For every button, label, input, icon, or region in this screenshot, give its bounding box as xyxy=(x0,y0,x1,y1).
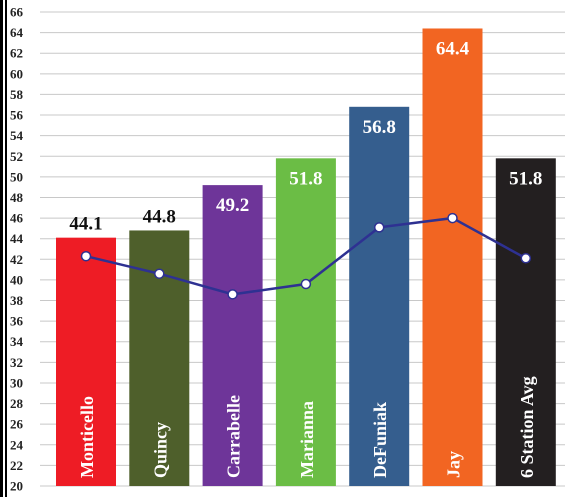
bar-value-label: 51.8 xyxy=(509,168,542,189)
y-tick-label: 60 xyxy=(10,66,23,81)
y-tick-label: 26 xyxy=(10,417,24,432)
y-tick-label: 54 xyxy=(10,128,24,143)
y-tick-label: 42 xyxy=(10,252,23,267)
y-tick-label: 50 xyxy=(10,169,23,184)
y-tick-label: 32 xyxy=(10,355,23,370)
y-tick-label: 34 xyxy=(10,334,24,349)
y-tick-label: 38 xyxy=(10,293,24,308)
category-label: Carrabelle xyxy=(224,395,244,478)
bar-6-station-avg xyxy=(495,158,556,487)
y-tick-label: 22 xyxy=(10,458,23,473)
y-tick-label: 66 xyxy=(10,5,24,20)
plot-frame-left xyxy=(0,0,3,497)
y-tick-label: 58 xyxy=(10,87,24,102)
y-tick-label: 48 xyxy=(10,190,24,205)
bar-marianna xyxy=(275,158,336,487)
y-tick-label: 62 xyxy=(10,46,23,61)
category-label: Jay xyxy=(444,451,464,478)
bar-value-label: 56.8 xyxy=(363,117,396,138)
bar-value-label: 64.4 xyxy=(436,38,470,59)
bar-defuniak xyxy=(349,106,410,487)
line-point xyxy=(300,278,312,290)
category-label: Quincy xyxy=(150,422,170,478)
bar-value-label: 49.2 xyxy=(216,195,249,216)
line-point xyxy=(447,212,458,224)
bar-value-label: 44.1 xyxy=(69,214,102,235)
y-tick-label: 52 xyxy=(10,149,23,164)
category-label: Monticello xyxy=(77,396,97,478)
bar-carrabelle xyxy=(202,185,263,486)
bar-monticello xyxy=(56,237,116,486)
y-tick-label: 46 xyxy=(10,211,24,226)
labels: 44.1 Monticello 44.8 Quincy 49.2 Carrabelle 51… xyxy=(69,38,542,478)
bars xyxy=(56,28,556,487)
bar-value-label: 51.8 xyxy=(289,168,322,189)
y-tick-label: 44 xyxy=(10,231,24,246)
y-tick-label: 20 xyxy=(10,479,23,494)
y-tick-label: 28 xyxy=(10,396,24,411)
bar-jay xyxy=(422,28,483,486)
plot-frame-left-inner xyxy=(5,0,7,497)
y-tick-label: 56 xyxy=(10,108,24,123)
y-tick-label: 40 xyxy=(10,272,23,287)
category-label: Marianna xyxy=(297,401,317,478)
bar-value-label: 44.8 xyxy=(143,206,176,227)
category-label: 6 Station Avg xyxy=(517,376,537,478)
y-axis-ticks: 20 22 24 26 28 30 32 34 36 38 40 42 44 46 48 50 52 54 56 58… xyxy=(10,5,24,494)
line-point xyxy=(227,289,238,300)
category-label: DeFuniak xyxy=(370,402,390,478)
line-point xyxy=(520,253,532,264)
line-point xyxy=(80,250,92,262)
y-tick-label: 24 xyxy=(10,437,24,452)
y-tick-label: 30 xyxy=(10,375,23,390)
y-tick-label: 36 xyxy=(10,314,24,329)
average-line xyxy=(80,212,532,300)
y-tick-label: 64 xyxy=(10,25,24,40)
line-point xyxy=(373,222,385,233)
line-point xyxy=(154,268,165,279)
